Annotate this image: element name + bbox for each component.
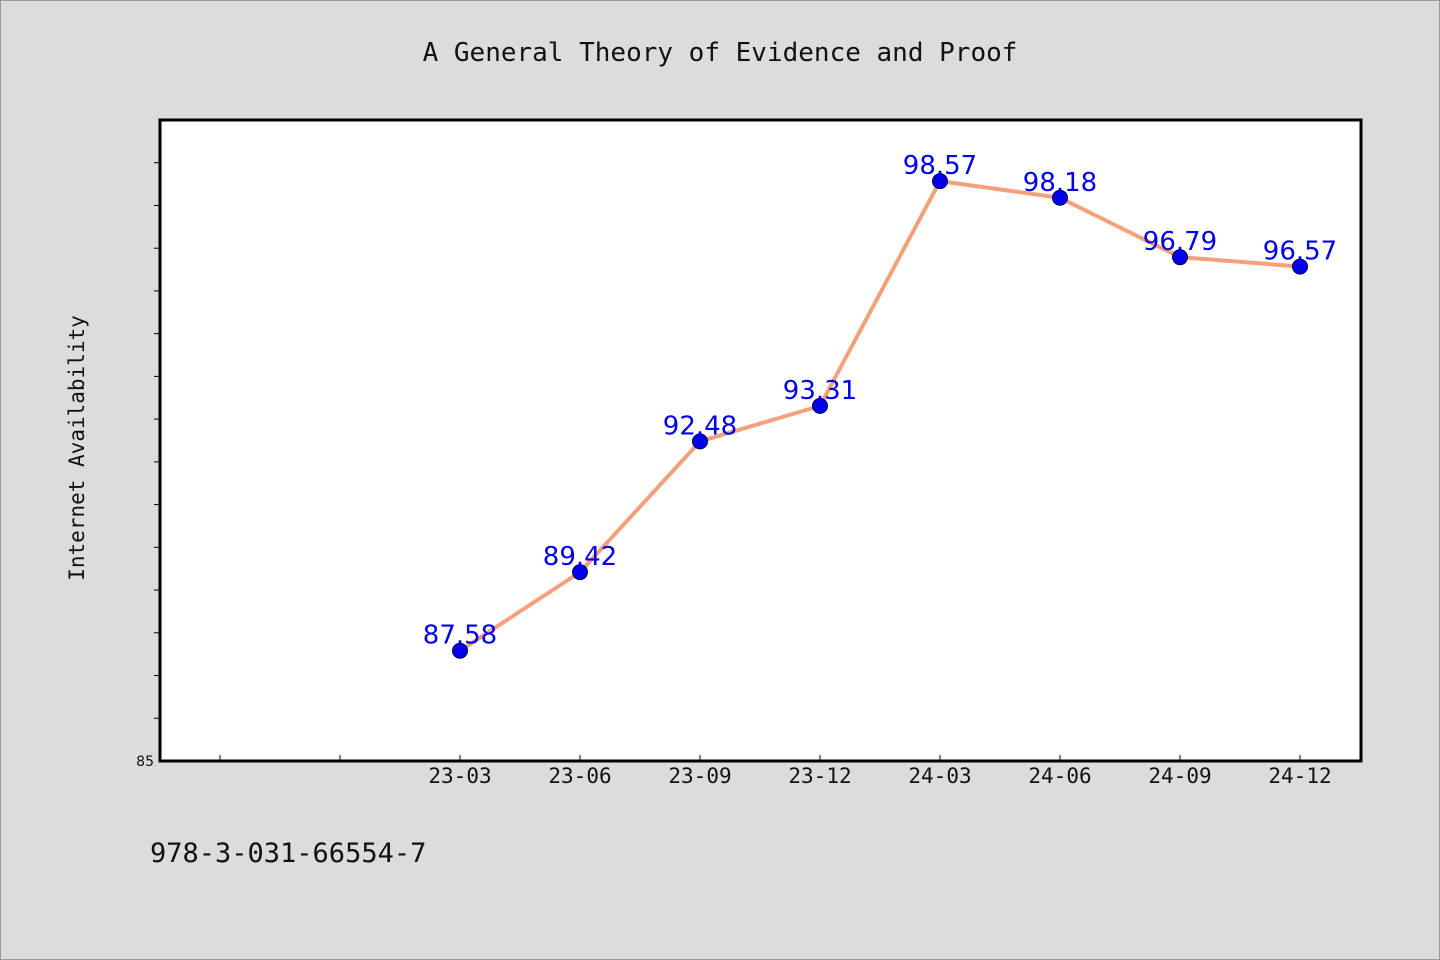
data-point	[812, 397, 828, 414]
data-point	[692, 433, 708, 450]
plot-area	[158, 118, 1363, 763]
x-tick-label: 24-03	[908, 764, 971, 788]
data-label: 89.42	[543, 542, 617, 572]
data-label: 87.58	[423, 621, 497, 651]
data-point	[1052, 189, 1068, 206]
x-tick-label: 24-12	[1268, 764, 1331, 788]
data-label-layer: 87.58 89.42 92.48 93.31 98.57 98.18 96.79 96.57	[423, 151, 1337, 651]
data-point	[452, 642, 468, 659]
x-tick-label: 23-03	[428, 764, 491, 788]
x-tick-label: 23-12	[788, 764, 851, 788]
marker-layer	[452, 173, 1308, 659]
series-layer	[458, 179, 1301, 653]
y-axis-label: Internet Availability	[65, 315, 89, 581]
y-tick-label: 85	[136, 754, 154, 770]
series-line	[458, 179, 1301, 653]
data-point	[1292, 258, 1308, 275]
x-tick-label: 24-09	[1148, 764, 1211, 788]
isbn-footer: 978-3-031-66554-7	[150, 838, 426, 869]
axis-ticks: 85 23-03 23-06 23-09 23-12 24-03 24-06 24-09 24-…	[136, 162, 1332, 788]
x-tick-label: 23-09	[668, 764, 731, 788]
data-label: 98.18	[1023, 168, 1097, 198]
data-point	[572, 564, 588, 581]
data-point	[1172, 249, 1188, 266]
data-point	[932, 173, 948, 190]
x-tick-label: 24-06	[1028, 764, 1091, 788]
data-label: 93.31	[783, 376, 857, 406]
data-label: 98.57	[903, 151, 977, 181]
data-label: 96.57	[1263, 237, 1337, 267]
data-label: 92.48	[663, 411, 737, 441]
data-label: 96.79	[1143, 227, 1217, 257]
x-tick-label: 23-06	[548, 764, 611, 788]
chart-title: A General Theory of Evidence and Proof	[423, 38, 1018, 68]
